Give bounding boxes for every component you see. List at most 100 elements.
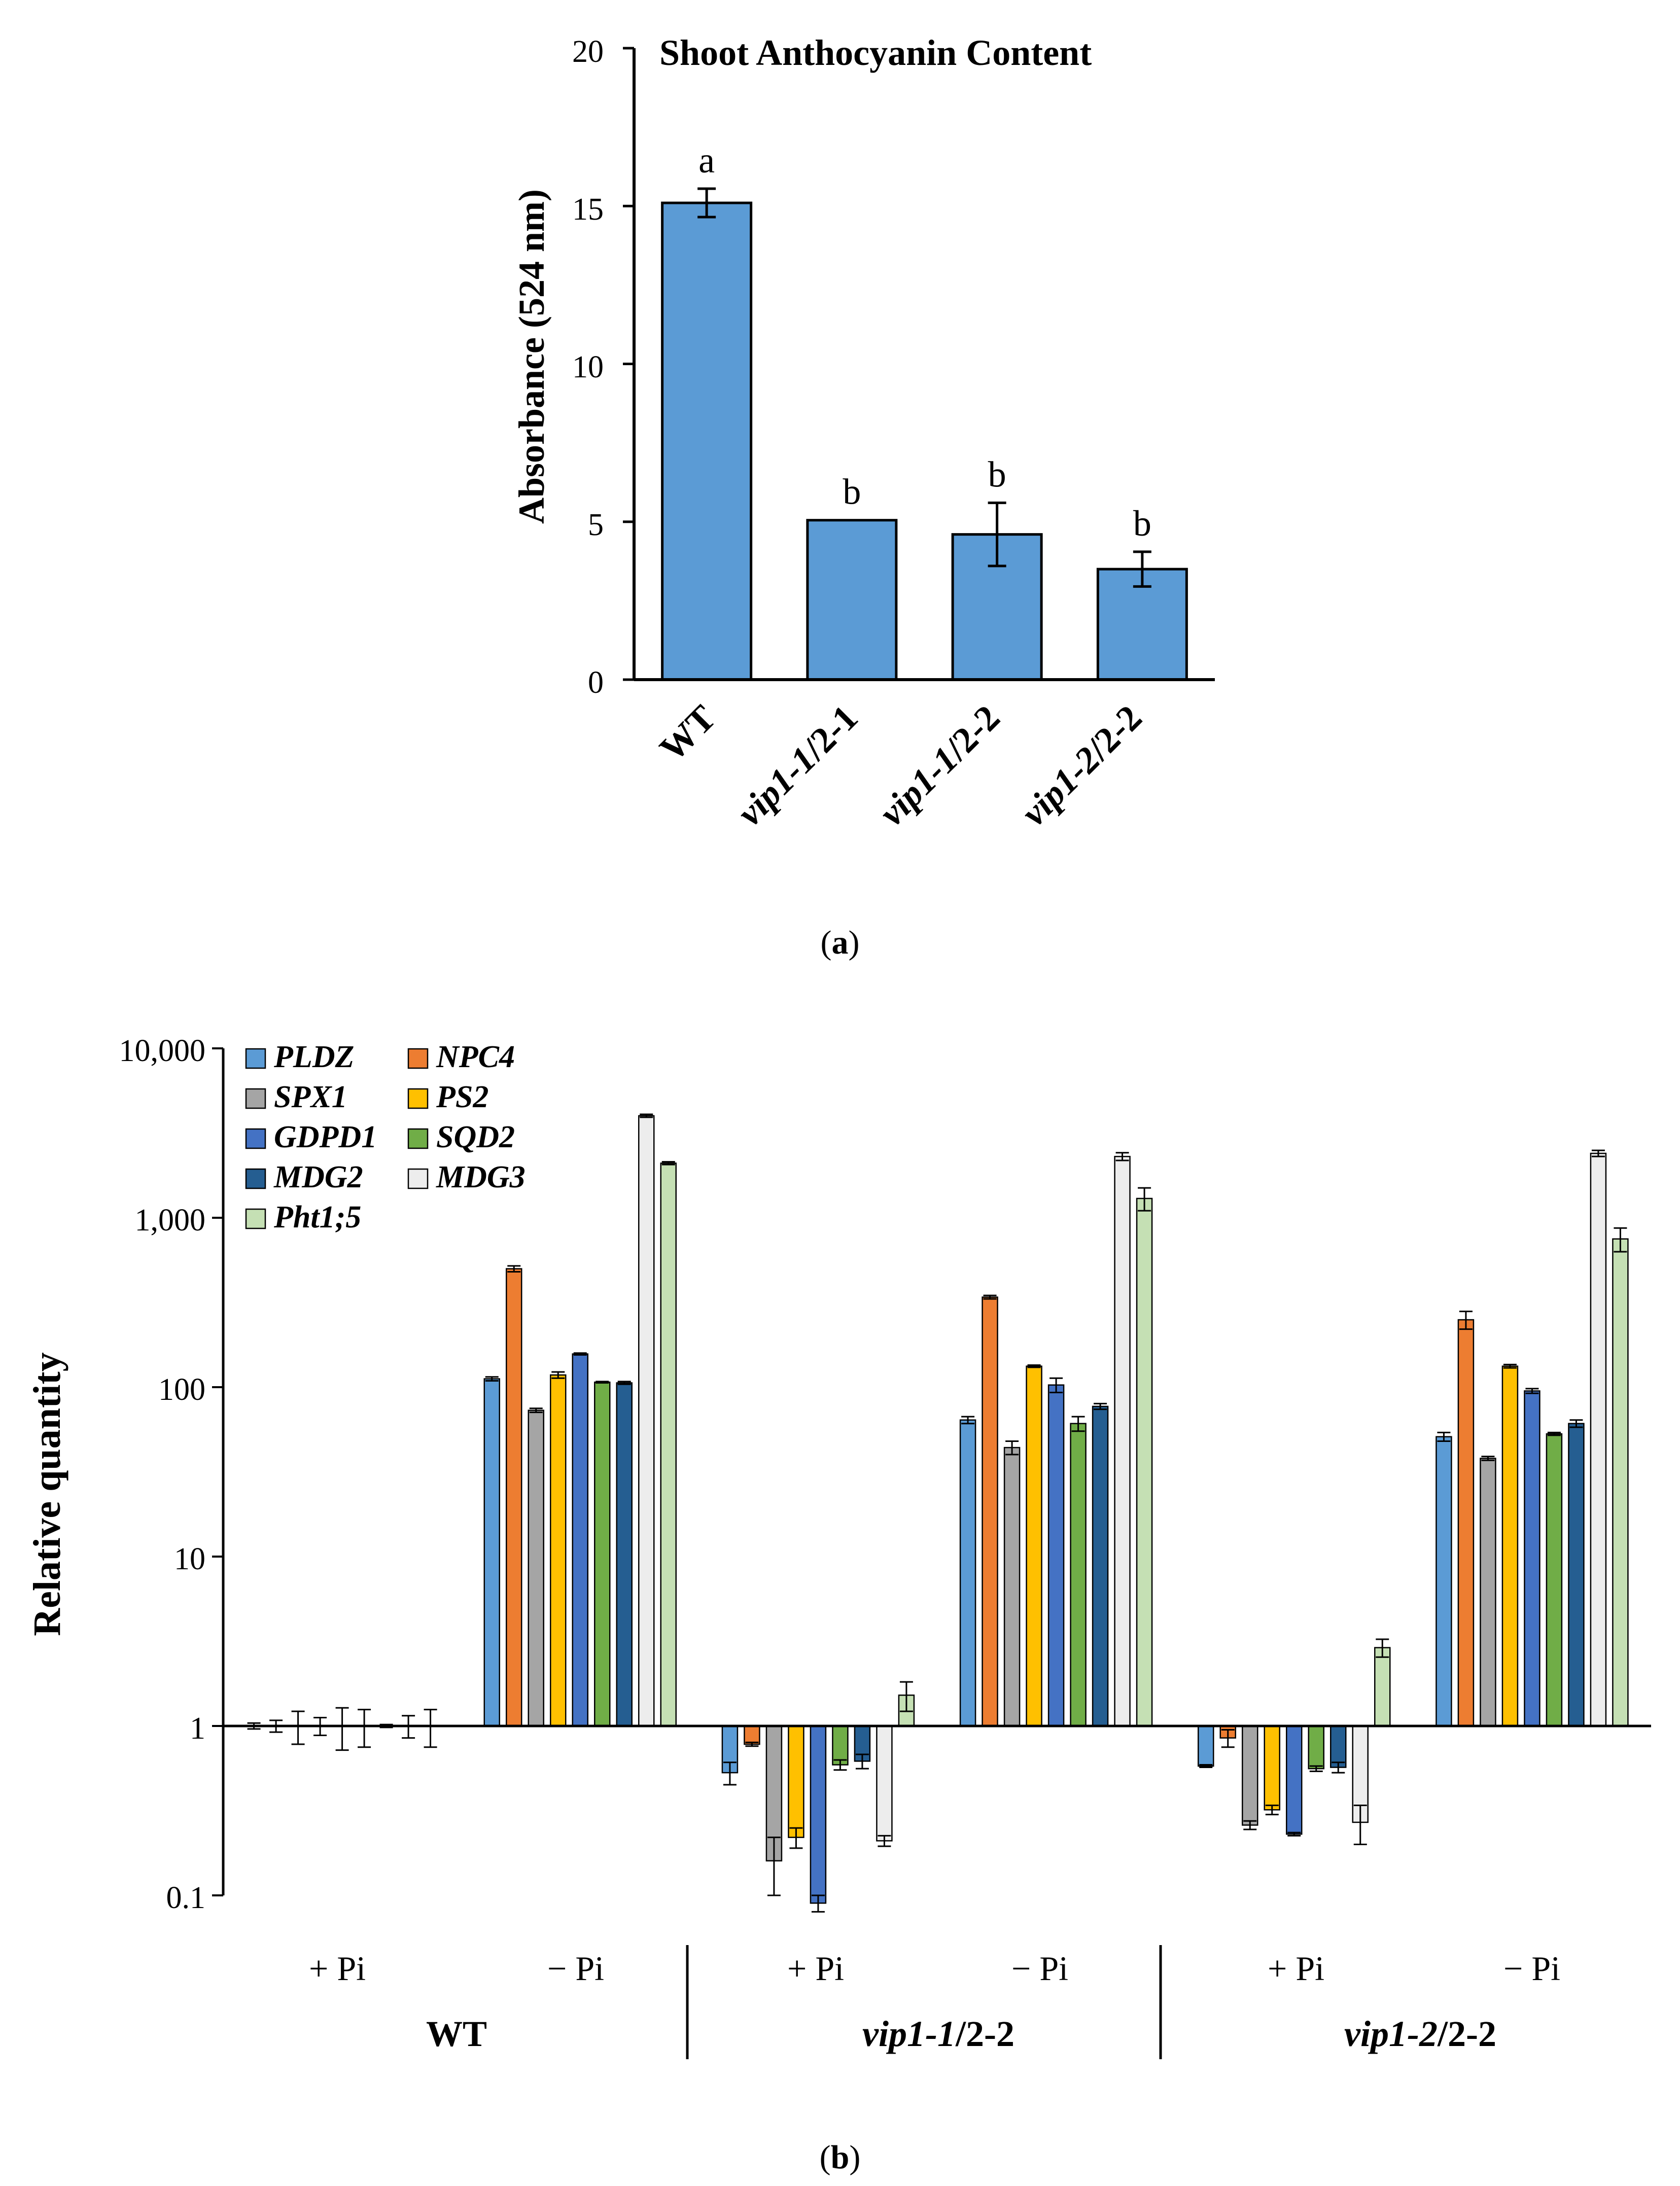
panel-b-legend-label-mdg3: MDG3 [436, 1160, 526, 1194]
panel-b-bar-npc4-v12-minus-pi [982, 1296, 998, 1727]
panel-b-legend-label-ps2: PS2 [436, 1080, 488, 1114]
panel-b-bar-mdg3-wt-minus-pi [638, 1115, 655, 1727]
panel-b-error-bar-npc4-v12-plus-pi [745, 1741, 759, 1747]
panel-b-bar-sqd2-v22-minus-pi [1546, 1433, 1563, 1727]
panel-a-significance-wt: a [698, 140, 715, 181]
panel-b-bar-gdpd1-wt-minus-pi [572, 1353, 588, 1727]
panel-b-y-axis-label: Relative quantity [26, 1352, 68, 1636]
panel-b-error-bar-npc4-v12-minus-pi [983, 1294, 997, 1300]
panel-a-y-tick-20: 20 [572, 34, 604, 69]
panel-b-error-bar-spx1-v22-plus-pi [1243, 1820, 1257, 1830]
panel-b-bar-pht1-5-v12-minus-pi [1136, 1197, 1153, 1727]
panel-b-legend: PLDZ NPC4 SPX1 PS2 GDPD1 SQD2 MDG2 MDG3 Pht1;5 [245, 1040, 526, 1235]
panel-b-y-tick-10000: 10,000 [119, 1034, 206, 1068]
panel-b-caption: (b) [820, 2139, 861, 2176]
panel-b-axes [212, 1047, 1651, 1896]
panel-b-bar-gdpd1-v22-plus-pi [1286, 1725, 1303, 1835]
panel-b-genotype-vip1-1-2-2: vip1-1/2-2 [862, 2014, 1014, 2054]
panel-b-condition-v22-plus-pi: + Pi [1268, 1949, 1324, 1988]
panel-a-bar-vip1-1-2-1 [806, 519, 898, 681]
panel-b-bar-ps2-v12-minus-pi [1026, 1365, 1042, 1727]
panel-b-error-bar-mdg2-v22-plus-pi [1332, 1761, 1345, 1774]
panel-a-y-tick-5: 5 [588, 508, 604, 542]
panel-b-condition-wt-minus-pi: − Pi [547, 1949, 604, 1988]
panel-b-error-bar-gdpd1-v12-plus-pi [811, 1894, 825, 1913]
panel-a-error-bar-vip1-2-2-2 [1133, 550, 1151, 588]
panel-a-x-label-vip1-1-2-1: vip1-1/2-1 [729, 697, 866, 834]
panel-a-error-bar-vip1-1-2-2 [988, 501, 1006, 568]
panel-b-y-tick-100: 100 [158, 1372, 205, 1407]
panel-b-legend-item-ps2: PS2 [407, 1080, 488, 1114]
panel-b-legend-swatch-pldz [245, 1048, 266, 1069]
panel-b-bar-sqd2-wt-minus-pi [594, 1381, 611, 1727]
panel-a-y-axis-label: Absorbance (524 nm) [511, 189, 552, 524]
panel-b-error-bar-spx1-wt-minus-pi [529, 1407, 543, 1414]
panel-b-bar-pldz-wt-minus-pi [483, 1378, 500, 1727]
panel-b-legend-label-pht1-5: Pht1;5 [273, 1200, 361, 1235]
panel-b-error-bar-ps2-v22-minus-pi [1503, 1363, 1517, 1369]
panel-b-legend-item-mdg2: MDG2 [245, 1160, 363, 1194]
panel-b-bar-pht1-5-v22-plus-pi [1374, 1647, 1391, 1727]
panel-a-y-tick-10: 10 [572, 350, 604, 384]
panel-b-error-bar-mdg3-v12-minus-pi [1115, 1152, 1129, 1161]
panel-b-error-bar-pldz-v12-plus-pi [723, 1761, 737, 1786]
panel-a-bars [661, 201, 1188, 681]
panel-b-error-bar-pldz-v22-plus-pi [1199, 1764, 1213, 1769]
panel-b-bar-mdg3-v22-minus-pi [1590, 1152, 1607, 1727]
panel-a-anthocyanin-chart: Shoot Anthocyanin Content Absorbance (52… [511, 32, 1215, 961]
panel-b-legend-label-gdpd1: GDPD1 [274, 1120, 377, 1154]
panel-b-error-bar-sqd2-v12-minus-pi [1071, 1416, 1085, 1432]
panel-a-bar-wt [661, 201, 753, 681]
panel-b-error-bar-mdg3-v22-plus-pi [1353, 1804, 1367, 1845]
panel-b-error-bar-gdpd1-v22-minus-pi [1525, 1388, 1539, 1394]
panel-b-error-bar-mdg2-v12-minus-pi [1094, 1402, 1107, 1411]
panel-b-bar-ps2-v12-plus-pi [788, 1725, 804, 1838]
panel-a-significance-vip1-1-2-2: b [988, 454, 1006, 495]
panel-b-bar-spx1-v22-minus-pi [1480, 1458, 1496, 1727]
panel-b-bar-pht1-5-wt-minus-pi [660, 1162, 677, 1727]
panel-b-error-bar-sqd2-v12-plus-pi [833, 1759, 847, 1771]
panel-b-bar-ps2-wt-minus-pi [550, 1374, 567, 1727]
panel-b-error-bar-ps2-v12-plus-pi [789, 1827, 803, 1849]
panel-b-legend-item-pldz: PLDZ [245, 1040, 354, 1074]
panel-a-caption: (a) [821, 924, 860, 961]
panel-b-legend-label-spx1: SPX1 [274, 1080, 347, 1114]
panel-b-error-bar-mdg3-v12-plus-pi [878, 1835, 891, 1847]
panel-b-error-bar-gdpd1-wt-minus-pi [573, 1352, 587, 1356]
panel-b-error-bar-mdg3-wt-minus-pi [640, 1113, 653, 1118]
panel-b-bar-pht1-5-v22-minus-pi [1612, 1238, 1629, 1727]
panel-b-error-bar-pht1-5-wt-plus-pi [424, 1709, 437, 1748]
panel-a-y-tick-labels: 0 5 10 15 20 [572, 34, 604, 700]
panel-b-legend-label-npc4: NPC4 [436, 1040, 515, 1074]
panel-b-error-bars [247, 1113, 1627, 1913]
panel-b-bar-spx1-v12-minus-pi [1003, 1447, 1021, 1727]
panel-a-title: Shoot Anthocyanin Content [659, 32, 1092, 73]
panel-b-legend-swatch-mdg3 [407, 1168, 429, 1189]
panel-b-error-bar-ps2-v22-plus-pi [1265, 1804, 1279, 1816]
panel-b-legend-item-gdpd1: GDPD1 [245, 1120, 377, 1154]
panel-b-bar-mdg2-v12-minus-pi [1092, 1405, 1109, 1727]
panel-b-legend-item-sqd2: SQD2 [407, 1120, 515, 1154]
panel-b-error-bar-sqd2-v22-minus-pi [1547, 1431, 1561, 1436]
panel-b-error-bar-sqd2-wt-plus-pi [358, 1709, 371, 1748]
panel-b-legend-swatch-npc4 [407, 1048, 429, 1069]
panel-b-y-tick-0-1: 0.1 [166, 1881, 206, 1915]
panel-a-x-label-vip1-2-2-2: vip1-2/2-2 [1013, 697, 1150, 834]
panel-b-relative-quantity-chart: Relative quantity 0.1 1 10 100 1,000 10,… [26, 1034, 1651, 2176]
panel-b-error-bar-pht1-5-v22-plus-pi [1376, 1638, 1389, 1658]
panel-b-error-bar-pht1-5-wt-minus-pi [661, 1161, 675, 1166]
panel-b-error-bar-mdg2-v22-minus-pi [1569, 1419, 1583, 1428]
panel-b-error-bar-pldz-wt-minus-pi [485, 1376, 499, 1382]
panel-b-legend-swatch-spx1 [245, 1088, 266, 1109]
panel-b-bar-npc4-v12-plus-pi [744, 1725, 760, 1745]
panel-b-error-bar-mdg2-v12-plus-pi [855, 1753, 869, 1770]
panel-b-error-bar-mdg3-v22-minus-pi [1591, 1149, 1605, 1157]
panel-b-bars [483, 1115, 1629, 1904]
panel-b-legend-label-sqd2: SQD2 [436, 1120, 515, 1154]
panel-b-bar-spx1-v22-plus-pi [1242, 1725, 1258, 1826]
panel-b-bar-sqd2-v12-plus-pi [832, 1725, 849, 1766]
panel-b-bar-sqd2-v22-plus-pi [1308, 1725, 1324, 1770]
panel-b-bar-spx1-wt-minus-pi [528, 1409, 544, 1727]
panel-b-legend-item-spx1: SPX1 [245, 1080, 347, 1114]
panel-b-bar-mdg2-v22-plus-pi [1330, 1725, 1347, 1768]
